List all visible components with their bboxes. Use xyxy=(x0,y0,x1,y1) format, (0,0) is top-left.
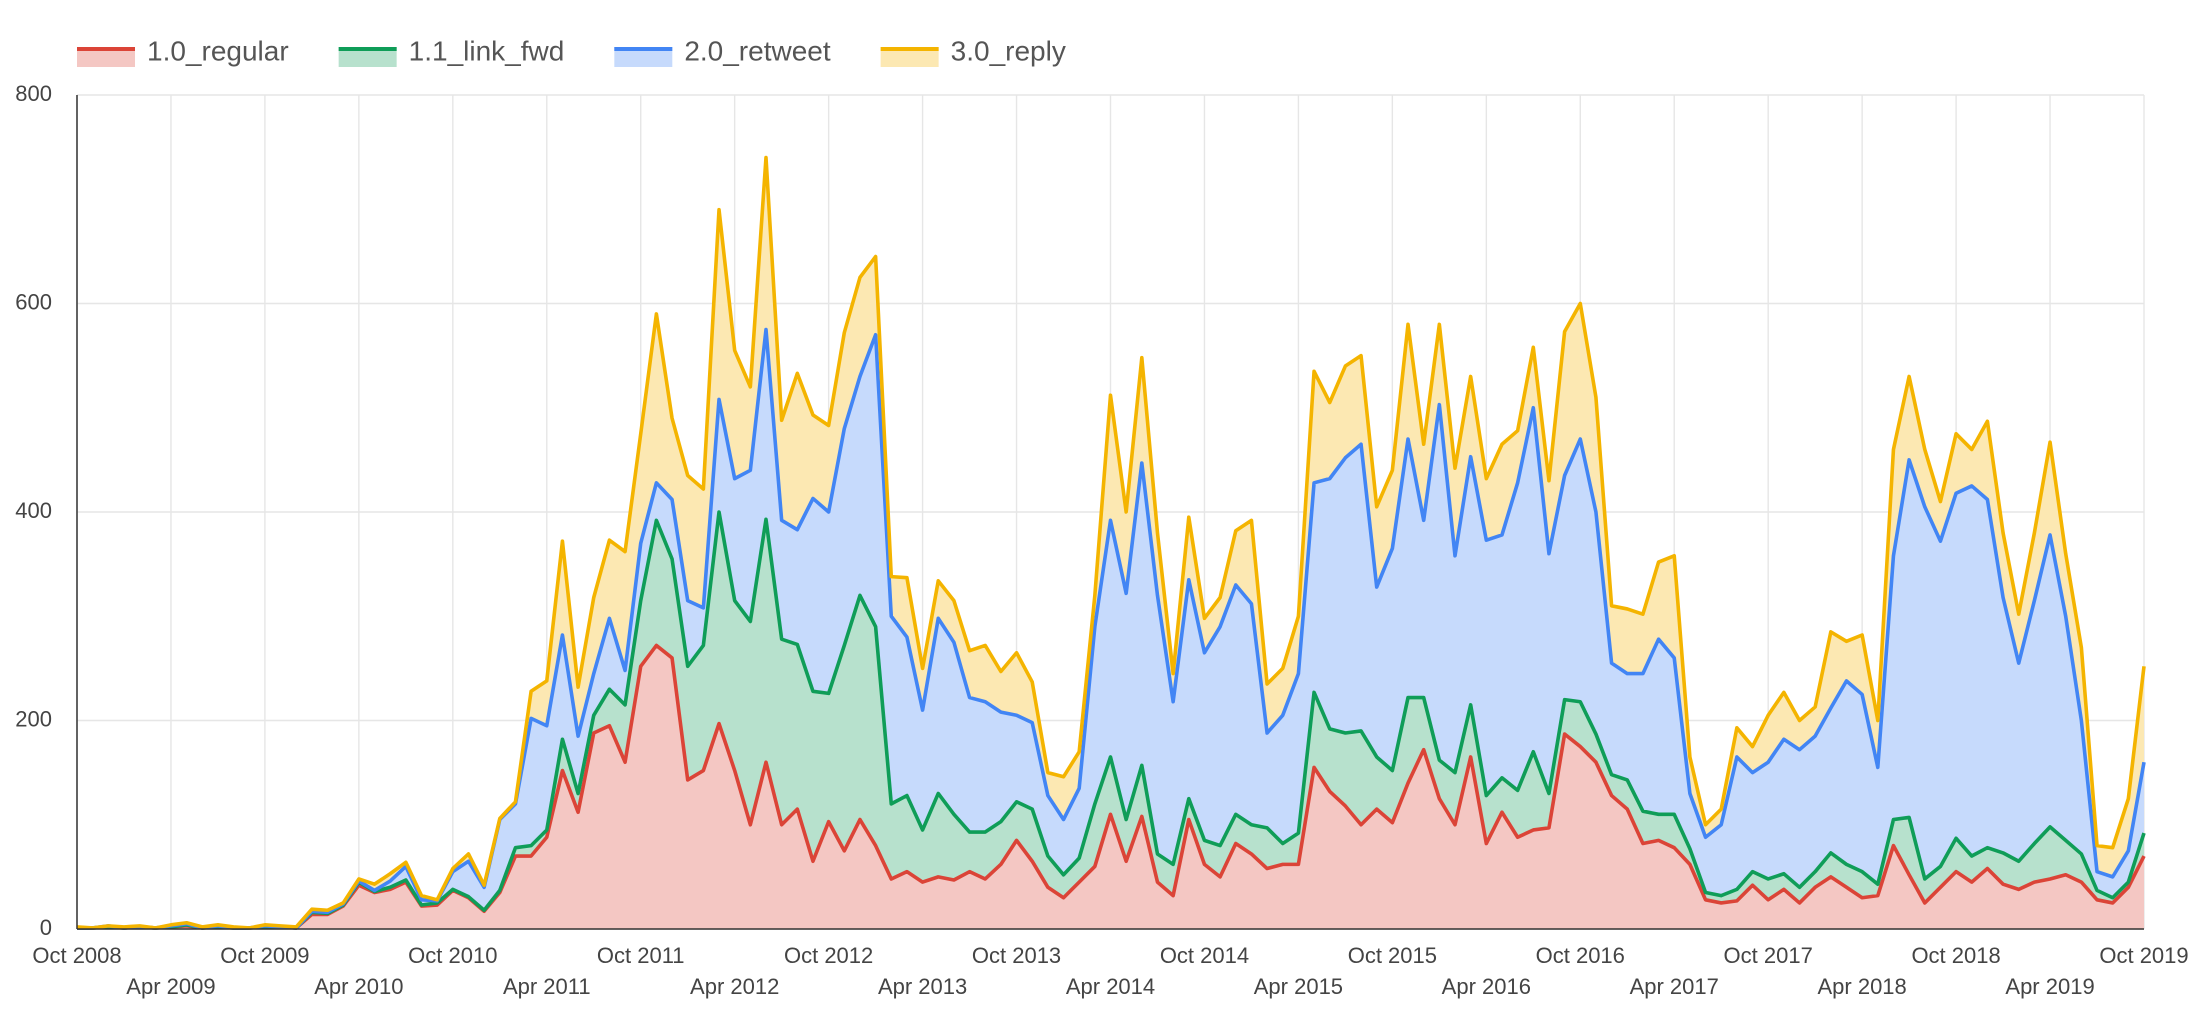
x-tick-label: Apr 2016 xyxy=(1442,974,1531,999)
x-tick-label: Apr 2017 xyxy=(1630,974,1719,999)
x-tick-label: Apr 2014 xyxy=(1066,974,1155,999)
y-tick-label: 400 xyxy=(15,498,52,523)
x-tick-label: Apr 2012 xyxy=(690,974,779,999)
x-tick-label: Apr 2010 xyxy=(314,974,403,999)
legend-label: 2.0_retweet xyxy=(684,35,831,66)
y-tick-label: 0 xyxy=(40,915,52,940)
legend-label: 1.1_link_fwd xyxy=(409,35,565,66)
legend-swatch xyxy=(880,47,939,67)
y-tick-label: 200 xyxy=(15,706,52,731)
area xyxy=(77,645,2144,929)
line xyxy=(76,155,2146,930)
x-tick-label: Apr 2015 xyxy=(1254,974,1343,999)
legend-swatch xyxy=(338,47,397,67)
x-tick-label: Apr 2009 xyxy=(126,974,215,999)
x-tick-label: Oct 2014 xyxy=(1160,943,1249,968)
y-tick-label: 600 xyxy=(15,289,52,314)
x-tick-label: Oct 2017 xyxy=(1724,943,1813,968)
x-tick-label: Oct 2013 xyxy=(972,943,1061,968)
x-tick-label: Apr 2013 xyxy=(878,974,967,999)
line xyxy=(77,510,2146,930)
legend: 1.0_regular 1.1_link_fwd 2.0_retweet 3.0_re… xyxy=(77,35,1066,67)
y-tick-label: 800 xyxy=(15,81,52,106)
x-tick-label: Oct 2008 xyxy=(32,943,121,968)
legend-swatch xyxy=(614,47,673,67)
legend-label: 1.0_regular xyxy=(147,35,289,66)
line xyxy=(77,327,2146,930)
x-tick-label: Oct 2016 xyxy=(1536,943,1625,968)
x-tick-label: Oct 2018 xyxy=(1911,943,2000,968)
legend-swatch xyxy=(77,47,135,67)
x-tick-label: Oct 2009 xyxy=(220,943,309,968)
x-tick-label: Oct 2010 xyxy=(408,943,497,968)
x-tick-label: Oct 2011 xyxy=(597,943,685,968)
x-tick-label: Oct 2019 xyxy=(2099,943,2188,968)
lines xyxy=(76,155,2146,930)
x-tick-label: Apr 2011 xyxy=(503,974,591,999)
x-tick-label: Oct 2015 xyxy=(1348,943,1437,968)
x-tick-label: Apr 2019 xyxy=(2005,974,2094,999)
legend-label: 3.0_reply xyxy=(951,35,1066,66)
x-tick-label: Oct 2012 xyxy=(784,943,873,968)
x-tick-label: Apr 2018 xyxy=(1817,974,1906,999)
area xyxy=(77,512,2144,928)
